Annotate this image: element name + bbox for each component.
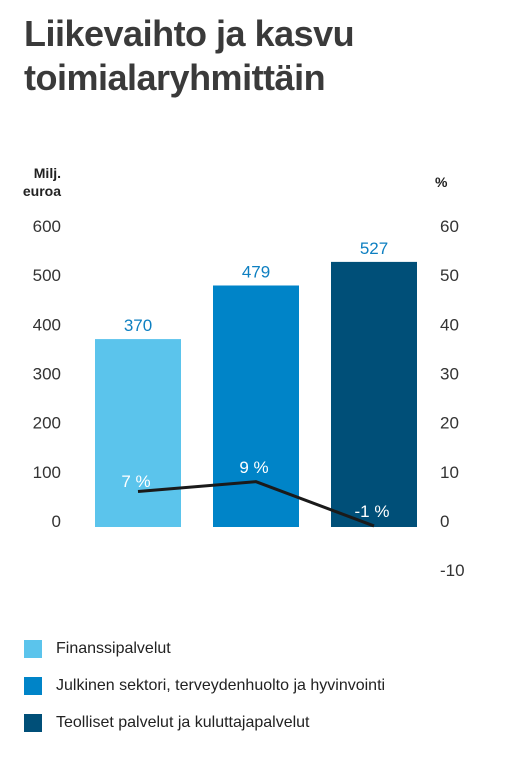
right-axis-tick-label: 20 xyxy=(440,414,459,433)
legend-swatch xyxy=(24,713,42,732)
bar-2 xyxy=(213,285,299,527)
page-title: Liikevaihto ja kasvu toimialaryhmittäin xyxy=(24,12,355,100)
growth-line xyxy=(137,480,375,528)
bar-value-label: 527 xyxy=(360,239,388,258)
left-axis-tick-label: 100 xyxy=(33,463,61,482)
right-axis-tick-label: 10 xyxy=(440,463,459,482)
right-axis-tick-label: 40 xyxy=(440,315,459,334)
left-axis-tick-label: 500 xyxy=(33,266,61,285)
left-axis-tick-label: 0 xyxy=(52,512,61,531)
title-line-2: toimialaryhmittäin xyxy=(24,57,326,98)
left-axis-tick-label: 600 xyxy=(33,217,61,236)
bar-value-label: 370 xyxy=(124,316,152,335)
left-axis-unit-label: euroa xyxy=(23,183,61,199)
growth-value-label: -1 % xyxy=(355,502,390,521)
legend-item: Teolliset palvelut ja kuluttajapalvelut xyxy=(24,704,385,741)
legend-swatch xyxy=(24,639,42,658)
left-axis-unit-label: Milj. xyxy=(34,165,61,181)
left-axis-tick-label: 200 xyxy=(33,414,61,433)
right-axis-tick-label: -10 xyxy=(440,561,465,580)
legend-label: Julkinen sektori, terveydenhuolto ja hyv… xyxy=(56,676,386,694)
legend-item: Finanssipalvelut xyxy=(24,630,385,667)
legend-label: Teolliset palvelut ja kuluttajapalvelut xyxy=(56,713,310,731)
right-axis-tick-label: 0 xyxy=(440,512,449,531)
legend-label: Finanssipalvelut xyxy=(56,639,171,657)
bar-3 xyxy=(331,261,417,527)
left-axis-tick-label: 400 xyxy=(33,315,61,334)
revenue-growth-chart: Milj. euroa% 0 100 200 300 400 500 600 -10 0 10 20 30… xyxy=(23,165,465,580)
chart-legend: Finanssipalvelut Julkinen sektori, tervey… xyxy=(24,630,385,741)
title-line-1: Liikevaihto ja kasvu xyxy=(24,13,355,54)
growth-value-label: 9 % xyxy=(239,458,268,477)
growth-value-label: 7 % xyxy=(121,472,150,491)
left-axis-tick-label: 300 xyxy=(33,365,61,384)
right-axis-unit-label: % xyxy=(435,174,448,190)
legend-item: Julkinen sektori, terveydenhuolto ja hyv… xyxy=(24,667,385,704)
right-axis-tick-label: 60 xyxy=(440,217,459,236)
legend-swatch xyxy=(24,676,42,695)
bar-value-label: 479 xyxy=(242,262,270,281)
bar-1 xyxy=(95,339,181,527)
right-axis-tick-label: 30 xyxy=(440,365,459,384)
right-axis-tick-label: 50 xyxy=(440,266,459,285)
